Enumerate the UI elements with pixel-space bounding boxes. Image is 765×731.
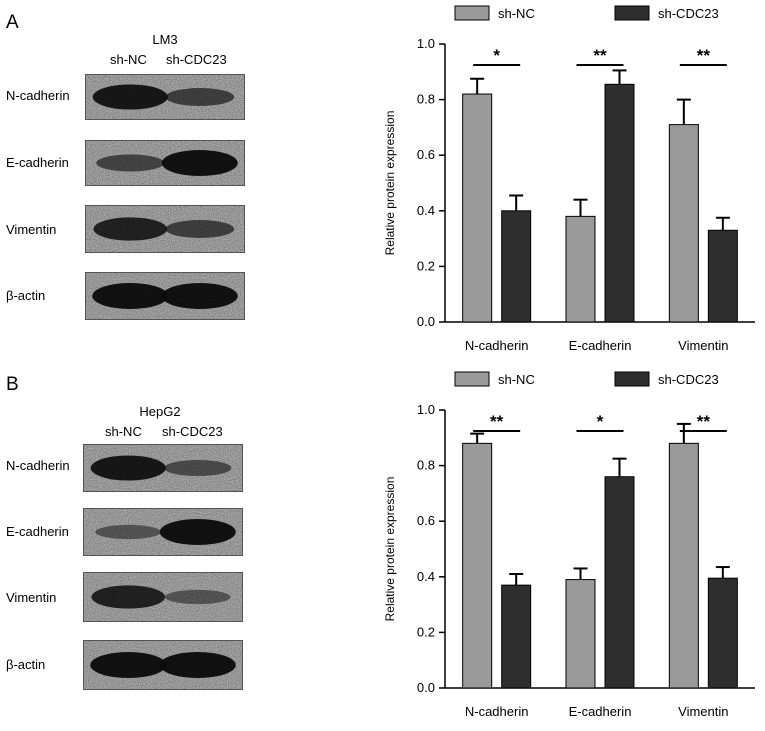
significance-marker: * bbox=[597, 412, 604, 431]
cell-line-label: LM3 bbox=[152, 32, 178, 47]
blot-noise bbox=[84, 641, 242, 689]
blot-row-label: N-cadherin bbox=[6, 88, 70, 103]
bar-sh-cdc23 bbox=[707, 577, 738, 689]
y-tick-label: 0.8 bbox=[417, 458, 435, 473]
cell-line-label: HepG2 bbox=[139, 404, 181, 419]
blot-noise bbox=[84, 573, 242, 621]
y-axis-label: Relative protein expression bbox=[383, 477, 397, 622]
bar-sh-nc bbox=[462, 93, 493, 323]
y-tick-label: 0.2 bbox=[417, 258, 435, 273]
significance-marker: ** bbox=[697, 46, 711, 65]
y-tick-label: 0.0 bbox=[417, 314, 435, 329]
blot-row-label: Vimentin bbox=[6, 222, 57, 237]
y-axis-label: Relative protein expression bbox=[383, 111, 397, 256]
x-tick-label: E-cadherin bbox=[569, 338, 632, 353]
blot-row-label: β-actin bbox=[6, 657, 46, 672]
western-blot-vimentin bbox=[85, 205, 245, 253]
western-blot-beta-actin bbox=[83, 640, 243, 690]
blot-noise bbox=[86, 206, 244, 252]
bar-sh-cdc23 bbox=[501, 584, 532, 689]
lane-label-sh-cdc23: sh-CDC23 bbox=[162, 424, 223, 439]
bar-sh-cdc23 bbox=[604, 476, 635, 689]
y-tick-label: 0.0 bbox=[417, 680, 435, 695]
legend-label: sh-NC bbox=[498, 372, 535, 387]
bar-sh-nc bbox=[565, 579, 596, 689]
legend-label: sh-NC bbox=[498, 6, 535, 21]
western-blot-e-cadherin bbox=[85, 140, 245, 186]
bar-sh-nc bbox=[668, 124, 699, 323]
y-tick-label: 0.6 bbox=[417, 147, 435, 162]
bar-sh-cdc23 bbox=[501, 210, 532, 323]
x-tick-label: Vimentin bbox=[678, 704, 728, 719]
x-tick-label: N-cadherin bbox=[465, 704, 529, 719]
y-tick-label: 0.6 bbox=[417, 513, 435, 528]
legend-label: sh-CDC23 bbox=[658, 6, 719, 21]
panel-letter: B bbox=[6, 374, 19, 395]
bar-chart-a: sh-NC sh-CDC23 0.0 0.2 0.4 0.6 0.8 1.0 Relative … bbox=[370, 0, 765, 365]
y-tick-label: 0.4 bbox=[417, 203, 435, 218]
significance-marker: * bbox=[493, 46, 500, 65]
bar-sh-nc bbox=[565, 215, 596, 323]
lane-label-sh-nc: sh-NC bbox=[110, 52, 147, 67]
y-tick-label: 0.4 bbox=[417, 569, 435, 584]
lane-label-sh-nc: sh-NC bbox=[105, 424, 142, 439]
x-tick-label: E-cadherin bbox=[569, 704, 632, 719]
legend-swatch bbox=[614, 371, 650, 387]
y-tick-label: 0.2 bbox=[417, 624, 435, 639]
blot-row-label: N-cadherin bbox=[6, 458, 70, 473]
western-blot-n-cadherin bbox=[83, 444, 243, 492]
y-tick-label: 1.0 bbox=[417, 402, 435, 417]
western-blot-e-cadherin bbox=[83, 508, 243, 556]
significance-marker: ** bbox=[490, 412, 504, 431]
panel-b: B HepG2 sh-NC sh-CDC23 N-cadherin E-cadh… bbox=[0, 366, 765, 731]
significance-marker: ** bbox=[697, 412, 711, 431]
blot-noise bbox=[84, 445, 242, 491]
legend-label: sh-CDC23 bbox=[658, 372, 719, 387]
bar-sh-cdc23 bbox=[707, 229, 738, 323]
bar-sh-cdc23 bbox=[604, 83, 635, 323]
bar-sh-nc bbox=[668, 442, 699, 689]
y-tick-label: 1.0 bbox=[417, 36, 435, 51]
legend-swatch bbox=[454, 371, 490, 387]
blot-row-label: E-cadherin bbox=[6, 524, 69, 539]
western-blot-n-cadherin bbox=[85, 74, 245, 120]
blot-row-label: β-actin bbox=[6, 288, 46, 303]
panel-letter: A bbox=[6, 12, 19, 33]
y-tick-label: 0.8 bbox=[417, 92, 435, 107]
blot-noise bbox=[86, 75, 244, 119]
bar-sh-nc bbox=[462, 442, 493, 689]
blot-row-label: E-cadherin bbox=[6, 155, 69, 170]
legend-swatch bbox=[454, 5, 490, 21]
blot-noise bbox=[86, 141, 244, 185]
x-tick-label: Vimentin bbox=[678, 338, 728, 353]
x-tick-label: N-cadherin bbox=[465, 338, 529, 353]
western-blot-beta-actin bbox=[85, 272, 245, 320]
western-blot-vimentin bbox=[83, 572, 243, 622]
panel-a: A LM3 sh-NC sh-CDC23 N-cadherin E-cadher… bbox=[0, 0, 765, 365]
lane-label-sh-cdc23: sh-CDC23 bbox=[166, 52, 227, 67]
blot-noise bbox=[84, 509, 242, 555]
significance-marker: ** bbox=[593, 46, 607, 65]
blot-row-label: Vimentin bbox=[6, 590, 57, 605]
bar-chart-b: sh-NC sh-CDC23 0.0 0.2 0.4 0.6 0.8 1.0 Relative … bbox=[370, 366, 765, 731]
legend-swatch bbox=[614, 5, 650, 21]
blot-noise bbox=[86, 273, 244, 319]
